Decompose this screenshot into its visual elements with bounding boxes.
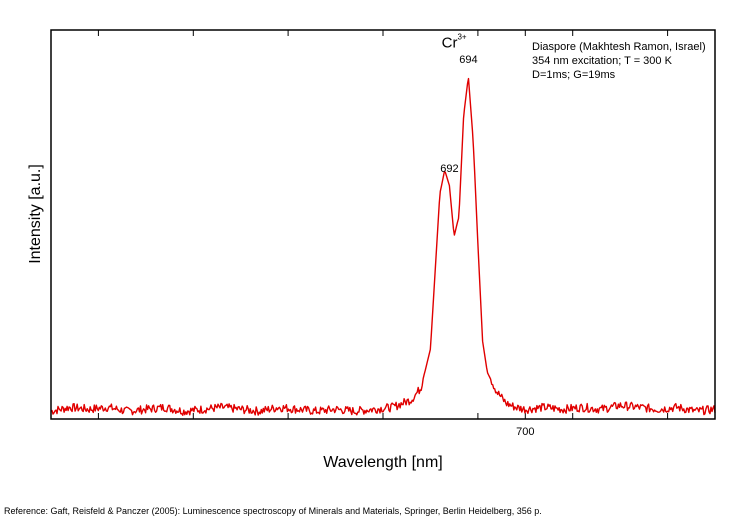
- legend-line: D=1ms; G=19ms: [532, 69, 616, 81]
- ion-charge-superscript: 3+: [457, 33, 466, 42]
- reference-text: Reference: Gaft, Reisfeld & Panczer (200…: [4, 506, 542, 516]
- tick-labels: 700: [516, 426, 534, 438]
- annotations: Cr3+ 694 692: [440, 33, 477, 176]
- legend-box: Diaspore (Makhtesh Ramon, Israel) 354 nm …: [532, 41, 706, 81]
- ion-annotation: Cr3+: [442, 33, 467, 52]
- legend-line: 354 nm excitation; T = 300 K: [532, 55, 673, 67]
- peak-label: 694: [459, 54, 477, 66]
- y-axis-label: Intensity [a.u.]: [27, 164, 44, 264]
- peak-label: 692: [440, 163, 458, 175]
- series-line: [50, 77, 716, 416]
- x-axis-label: Wavelength [nm]: [323, 454, 442, 471]
- x-tick-label: 700: [516, 426, 534, 438]
- tick-marks: [97, 30, 669, 419]
- plot-frame: [50, 29, 716, 420]
- legend-line: Diaspore (Makhtesh Ramon, Israel): [532, 41, 706, 53]
- series-layer: [50, 77, 716, 416]
